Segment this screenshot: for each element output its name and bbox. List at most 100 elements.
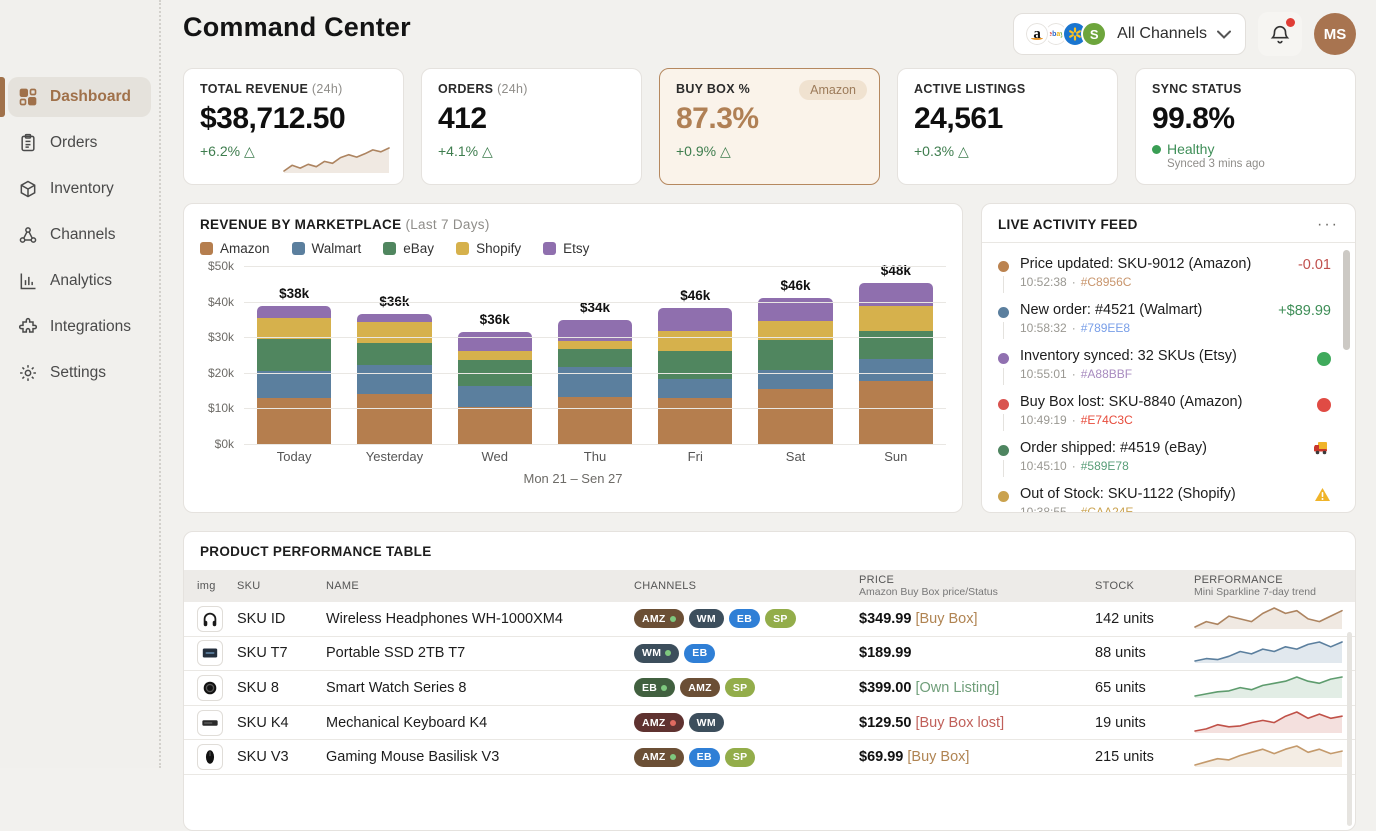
kpi-value: 87.3% [676, 102, 863, 136]
activity-meta: 10:49:19·#E74C3C [1020, 413, 1307, 427]
page-title: Command Center [183, 12, 411, 43]
activity-meta: 10:55:01·#A88BBF [1020, 367, 1307, 381]
feed-item[interactable]: Out of Stock: SKU-1122 (Shopify) 10:38:5… [998, 482, 1331, 513]
active-accent-bar [0, 77, 5, 117]
product-name: Portable SSD 2TB T7 [326, 645, 634, 661]
sparkline [1194, 604, 1344, 630]
delta-up-icon: △ [482, 143, 493, 159]
activity-dot [998, 353, 1009, 364]
kpi-label: TOTAL REVENUE [200, 82, 308, 96]
col-stock: STOCK [1095, 580, 1194, 592]
channel-pills: AMZ EB SP [634, 748, 859, 767]
activity-meta: 10:52:38·#C8956C [1020, 275, 1288, 289]
legend-item: Walmart [292, 241, 362, 256]
sidebar-item-channels[interactable]: Channels [8, 215, 151, 255]
notifications-button[interactable] [1258, 12, 1302, 56]
channel-pill-amz: AMZ [634, 748, 684, 767]
sidebar-item-analytics[interactable]: Analytics [8, 261, 151, 301]
status-dot-red [1317, 398, 1331, 412]
legend-item: Etsy [543, 241, 589, 256]
activity-indicator: -0.01 [1298, 256, 1331, 289]
mouse-icon [201, 748, 219, 766]
channel-pill-sp: SP [765, 609, 796, 628]
sidebar-item-settings[interactable]: Settings [8, 353, 151, 393]
table-scrollbar[interactable] [1347, 632, 1352, 826]
activity-ref: #CAA24E [1081, 505, 1134, 513]
revenue-chart-card: REVENUE BY MARKETPLACE (Last 7 Days) Ama… [183, 203, 963, 513]
feed-item[interactable]: Inventory synced: 32 SKUs (Etsy) 10:55:0… [998, 344, 1331, 390]
activity-title: Inventory synced: 32 SKUs (Etsy) [1020, 348, 1307, 364]
legend-item: Shopify [456, 241, 521, 256]
feed-item[interactable]: Price updated: SKU-9012 (Amazon) 10:52:3… [998, 252, 1331, 298]
product-thumbnail [197, 640, 223, 666]
feed-menu-button[interactable]: ··· [1317, 221, 1339, 229]
activity-meta: 10:38:55·#CAA24E [1020, 505, 1304, 513]
table-row[interactable]: SKU V3 Gaming Mouse Basilisk V3 AMZ EB S… [184, 740, 1355, 775]
channel-selector[interactable]: a ebay S All Channels [1013, 13, 1246, 55]
stock: 19 units [1095, 715, 1194, 731]
channel-pill-amz: AMZ [634, 609, 684, 628]
stock: 215 units [1095, 749, 1194, 765]
sidebar-item-inventory[interactable]: Inventory [8, 169, 151, 209]
integrations-icon [18, 317, 38, 337]
revenue-sparkline [283, 144, 391, 174]
kpi-total-revenue: TOTAL REVENUE (24h) $38,712.50 +6.2% △ [183, 68, 404, 185]
price: $69.99 [859, 749, 903, 765]
activity-indicator: +$89.99 [1278, 302, 1331, 335]
sidebar-item-orders[interactable]: Orders [8, 123, 151, 163]
feed-item[interactable]: Order shipped: #4519 (eBay) 10:45:10·#58… [998, 436, 1331, 482]
y-axis: $50k$40k$30k$20k$10k$0k [200, 266, 244, 444]
watch-icon [201, 679, 219, 697]
legend-item: Amazon [200, 241, 270, 256]
feed-list: Price updated: SKU-9012 (Amazon) 10:52:3… [982, 243, 1355, 513]
headphones-icon [201, 610, 219, 628]
feed-item[interactable]: New order: #4521 (Walmart) 10:58:32·#789… [998, 298, 1331, 344]
product-name: Gaming Mouse Basilisk V3 [326, 749, 634, 765]
sidebar: Dashboard Orders Inventory Channels Anal… [0, 0, 161, 768]
table-row[interactable]: SKU T7 Portable SSD 2TB T7 WM EB $189.99… [184, 637, 1355, 672]
sku: SKU K4 [237, 715, 326, 731]
feed-item[interactable]: Buy Box lost: SKU-8840 (Amazon) 10:49:19… [998, 390, 1331, 436]
table-row[interactable]: SKU K4 Mechanical Keyboard K4 AMZ WM $12… [184, 706, 1355, 741]
table-row[interactable]: SKU 8 Smart Watch Series 8 EB AMZ SP $39… [184, 671, 1355, 706]
bar-sun: $48k [846, 266, 946, 444]
sidebar-item-integrations[interactable]: Integrations [8, 307, 151, 347]
channel-selector-label: All Channels [1117, 25, 1207, 43]
sync-status-text: Healthy [1167, 141, 1214, 157]
product-thumbnail [197, 606, 223, 632]
sync-substatus: Synced 3 mins ago [1167, 158, 1339, 170]
channel-pill-amz: AMZ [634, 713, 684, 732]
kpi-sync-status: SYNC STATUS 99.8% Healthy Synced 3 mins … [1135, 68, 1356, 185]
kpi-value: $38,712.50 [200, 102, 387, 136]
kpi-label: SYNC STATUS [1152, 82, 1242, 96]
activity-dot [998, 491, 1009, 502]
product-name: Wireless Headphones WH-1000XM4 [326, 611, 634, 627]
settings-icon [18, 363, 38, 383]
keyboard-icon [201, 714, 219, 732]
sidebar-item-label: Dashboard [50, 88, 131, 106]
channel-pills: WM EB [634, 644, 859, 663]
avatar[interactable]: MS [1314, 13, 1356, 55]
sidebar-item-label: Inventory [50, 180, 114, 198]
activity-dot [998, 445, 1009, 456]
sidebar-item-label: Orders [50, 134, 97, 152]
live-activity-feed: LIVE ACTIVITY FEED ··· Price updated: SK… [981, 203, 1356, 513]
price: $349.99 [859, 611, 911, 627]
activity-dot [998, 307, 1009, 318]
sidebar-item-dashboard[interactable]: Dashboard [8, 77, 151, 117]
bar-yesterday: $36k [344, 266, 444, 444]
table-row[interactable]: SKU ID Wireless Headphones WH-1000XM4 AM… [184, 602, 1355, 637]
activity-ref: #789EE8 [1081, 321, 1130, 335]
feed-scrollbar[interactable] [1343, 250, 1350, 350]
product-thumbnail [197, 675, 223, 701]
sparkline [1194, 708, 1344, 734]
channel-pill-wm: WM [689, 713, 724, 732]
stock: 65 units [1095, 680, 1194, 696]
activity-ref: #589E78 [1081, 459, 1129, 473]
amazon-icon: a [1024, 21, 1050, 47]
sidebar-item-label: Settings [50, 364, 106, 382]
bar-today: $38k [244, 266, 344, 444]
